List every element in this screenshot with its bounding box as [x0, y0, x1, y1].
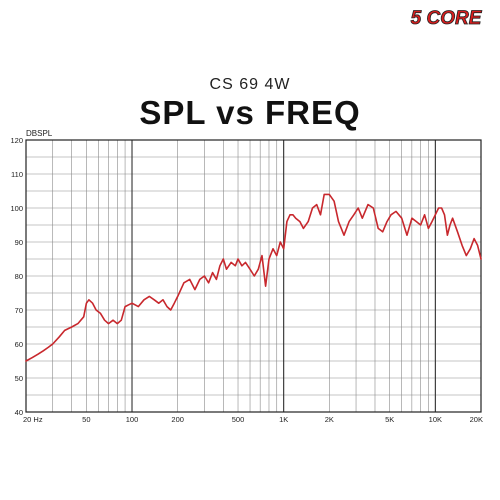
x-tick-label: 1K — [279, 415, 288, 424]
y-tick-label: 40 — [15, 408, 23, 417]
y-tick-label: 120 — [10, 136, 23, 145]
x-tick-label: 200 — [171, 415, 184, 424]
x-tick-label: 20K — [470, 415, 483, 424]
x-tick-label: 10K — [429, 415, 442, 424]
x-tick-label: 5K — [385, 415, 394, 424]
x-tick-label: 2K — [325, 415, 334, 424]
series-group — [25, 193, 482, 362]
x-tick-label: 500 — [232, 415, 245, 424]
brand-logo: 5 CORE — [403, 6, 489, 29]
chart-subtitle: CS 69 4W — [209, 76, 291, 93]
x-axis-tick-labels: 20 Hz 50 100 200 500 1K 2K 5K 10K 20K — [23, 415, 483, 424]
y-tick-label: 70 — [15, 306, 23, 315]
y-tick-label: 80 — [15, 272, 23, 281]
major-grid — [131, 140, 436, 412]
y-tick-label: 60 — [15, 340, 23, 349]
y-tick-label: 90 — [15, 238, 23, 247]
y-axis-label: DBSPL — [26, 129, 53, 138]
y-tick-label: 100 — [10, 204, 23, 213]
y-axis-tick-labels: 40 50 60 70 80 90 100 110 120 — [10, 136, 23, 417]
x-tick-label: 100 — [126, 415, 139, 424]
chart-title: SPL vs FREQ — [139, 94, 361, 131]
x-tick-label: 50 — [82, 415, 90, 424]
x-tick-label: 20 Hz — [23, 415, 43, 424]
y-tick-label: 50 — [15, 374, 23, 383]
y-tick-label: 110 — [11, 170, 23, 179]
plot-frame — [25, 139, 482, 413]
brand-logo-text: 5 CORE — [411, 8, 483, 29]
spl-response-line — [25, 193, 482, 362]
